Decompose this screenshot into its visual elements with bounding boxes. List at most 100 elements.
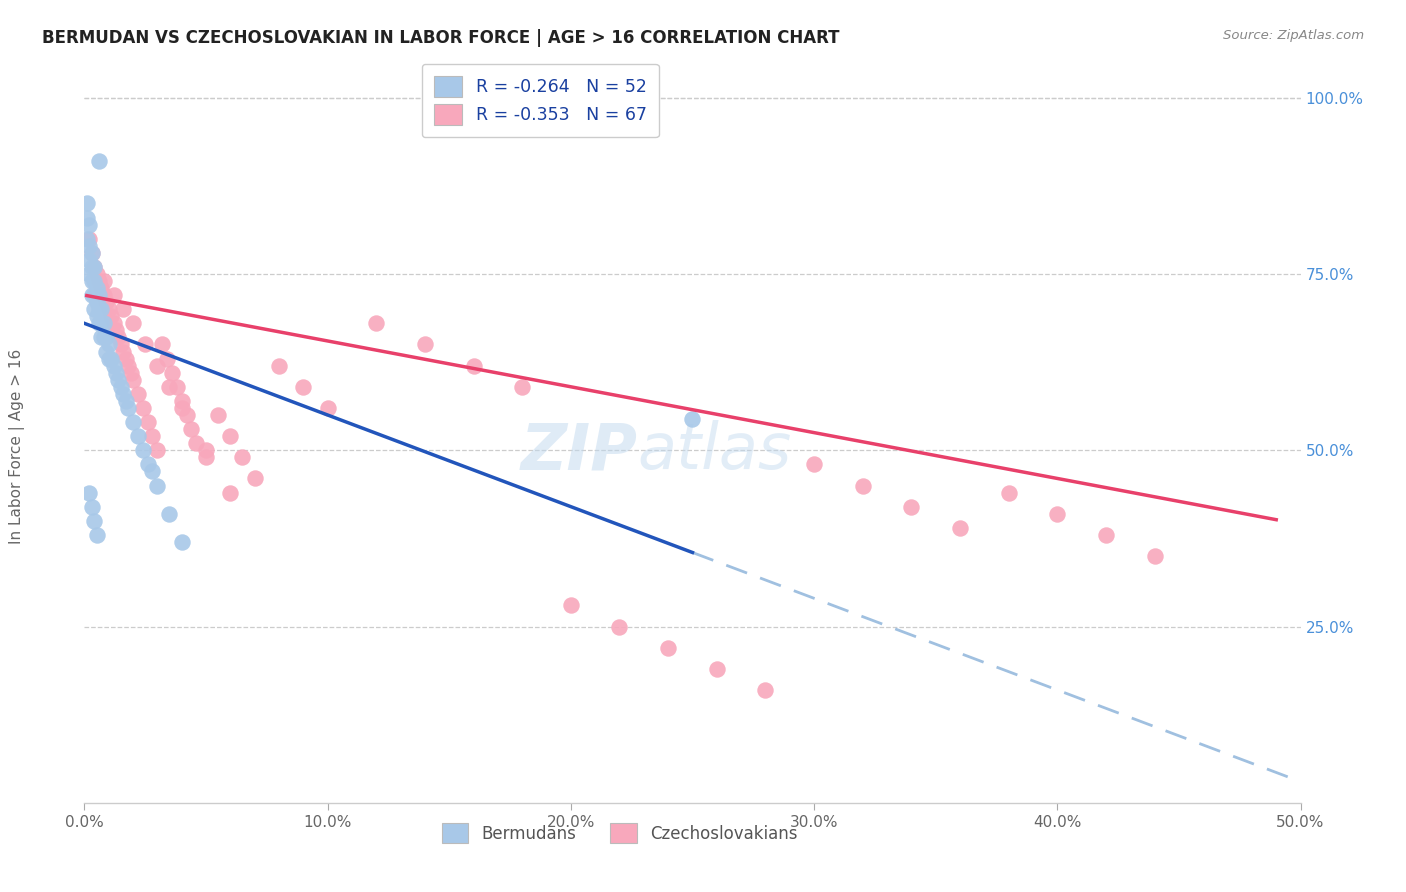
Point [150,337,173,351]
Point [997,485,1019,500]
Point [80,260,103,274]
Point [146,359,169,373]
Point [110,380,132,394]
Point [609,619,631,633]
Point [900,500,922,514]
Point [90,316,112,330]
Point [413,337,436,351]
Point [77,232,100,246]
Point [134,337,156,351]
Point [80,500,103,514]
Point [194,450,218,465]
Point [146,443,169,458]
Text: BERMUDAN VS CZECHOSLOVAKIAN IN LABOR FORCE | AGE > 16 CORRELATION CHART: BERMUDAN VS CZECHOSLOVAKIAN IN LABOR FOR… [42,29,839,47]
Point [86,295,108,310]
Point [77,267,100,281]
Point [292,380,315,394]
Point [83,514,105,528]
Point [136,415,159,429]
Point [170,401,193,415]
Point [316,401,339,415]
Point [160,366,183,380]
Point [657,640,679,655]
Point [560,599,582,613]
Point [90,330,112,344]
Point [170,535,193,549]
Point [949,521,972,535]
Point [97,302,120,317]
Point [83,302,105,317]
Point [159,380,181,394]
Point [76,232,98,246]
Point [93,316,115,330]
Point [141,464,163,478]
Point [146,478,169,492]
Point [86,310,108,324]
Point [87,274,110,288]
Point [103,359,125,373]
Point [127,387,149,401]
Point [186,436,208,450]
Point [83,288,105,302]
Point [122,415,145,429]
Point [117,401,139,415]
Point [510,380,533,394]
Point [122,373,145,387]
Point [87,288,110,302]
Point [207,408,229,422]
Point [114,351,136,366]
Point [852,478,875,492]
Point [86,281,108,295]
Point [103,316,125,330]
Point [180,422,202,436]
Point [122,316,145,330]
Point [156,351,179,366]
Legend: Bermudans, Czechoslovakians: Bermudans, Czechoslovakians [434,816,804,850]
Text: atlas: atlas [638,420,792,483]
Point [80,288,103,302]
Text: In Labor Force | Age > 16: In Labor Force | Age > 16 [8,349,25,543]
Point [97,337,120,351]
Point [112,344,135,359]
Point [77,485,100,500]
Point [682,411,704,425]
Point [267,359,290,373]
Point [90,302,112,317]
Point [87,316,110,330]
Point [80,245,103,260]
Point [120,366,142,380]
Point [194,443,218,458]
Point [93,330,115,344]
Point [110,337,132,351]
Point [93,274,115,288]
Point [100,310,122,324]
Point [107,373,129,387]
Point [1143,549,1166,563]
Point [166,380,188,394]
Point [96,295,118,310]
Point [107,330,129,344]
Point [90,281,112,295]
Point [83,274,105,288]
Point [366,316,388,330]
Point [83,260,105,274]
Point [87,154,110,169]
Point [93,288,115,302]
Point [803,458,825,472]
Point [76,211,98,225]
Point [96,330,118,344]
Point [1095,528,1118,542]
Point [706,662,728,676]
Point [83,260,105,274]
Point [104,323,127,337]
Point [86,528,108,542]
Point [114,393,136,408]
Point [159,507,181,521]
Point [103,288,125,302]
Point [100,351,122,366]
Point [77,239,100,253]
Point [219,485,242,500]
Text: Source: ZipAtlas.com: Source: ZipAtlas.com [1223,29,1364,43]
Point [117,359,139,373]
Point [112,302,135,317]
